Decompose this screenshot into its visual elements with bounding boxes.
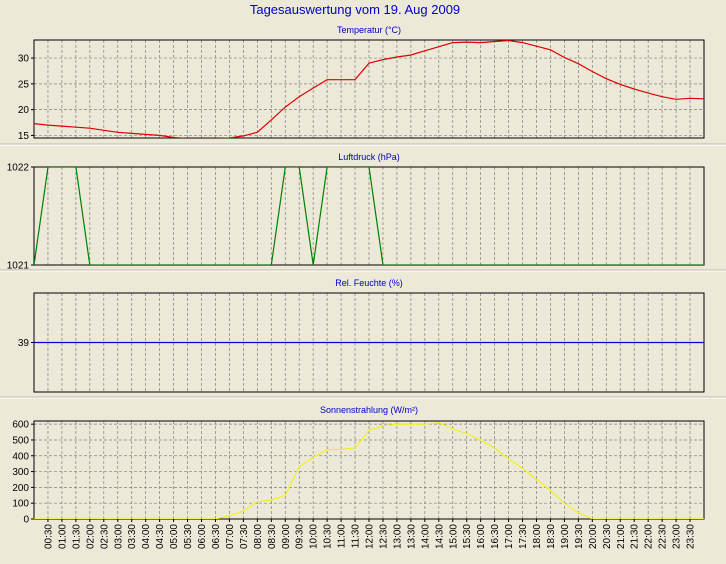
time-tick-label: 23:00 — [672, 524, 683, 549]
pressure-ytick-label: 1021 — [7, 261, 30, 272]
time-tick-label: 21:00 — [616, 524, 627, 549]
time-tick-label: 06:00 — [197, 524, 208, 549]
temperature-ytick-label: 30 — [18, 54, 30, 65]
time-tick-label: 11:00 — [337, 524, 348, 549]
time-tick-label: 09:30 — [295, 524, 306, 549]
time-tick-label: 18:30 — [546, 524, 557, 549]
time-tick-label: 23:30 — [686, 524, 697, 549]
time-tick-label: 00:30 — [44, 524, 55, 549]
time-tick-label: 15:30 — [462, 524, 473, 549]
time-tick-label: 12:30 — [379, 524, 390, 549]
temperature-ytick-label: 15 — [18, 131, 30, 142]
pressure-ytick-label: 1022 — [7, 163, 30, 174]
time-tick-label: 13:30 — [406, 524, 417, 549]
time-tick-label: 01:00 — [57, 524, 68, 549]
pressure-panel: Luftdruck (hPa) 1021 1022 — [0, 152, 726, 272]
time-tick-label: 01:30 — [71, 524, 82, 549]
time-tick-label: 20:00 — [588, 524, 599, 549]
time-tick-label: 15:00 — [448, 524, 459, 549]
time-tick-label: 02:30 — [99, 524, 110, 549]
time-tick-label: 10:00 — [309, 524, 320, 549]
humidity-panel-title: Rel. Feuchte (%) — [335, 278, 403, 288]
time-tick-label: 07:30 — [239, 524, 250, 549]
time-tick-label: 07:00 — [225, 524, 236, 549]
radiation-ytick-label: 300 — [12, 467, 29, 478]
time-axis: 00:30 01:00 01:30 02:00 02:30 03:00 03:30 04:00… — [44, 519, 697, 549]
temperature-ytick-label: 20 — [18, 105, 30, 116]
time-tick-label: 14:00 — [420, 524, 431, 549]
time-tick-label: 04:30 — [155, 524, 166, 549]
radiation-panel-title: Sonnenstrahlung (W/m²) — [320, 405, 418, 415]
temperature-panel: Temperatur (°C) 15 20 25 30 — [0, 25, 726, 146]
radiation-series-line — [34, 421, 704, 519]
time-tick-label: 05:00 — [169, 524, 180, 549]
time-tick-label: 16:30 — [490, 524, 501, 549]
time-tick-label: 08:00 — [253, 524, 264, 549]
time-tick-label: 19:30 — [574, 524, 585, 549]
radiation-ytick-label: 200 — [12, 483, 29, 494]
radiation-ytick-label: 400 — [12, 451, 29, 462]
temperature-ytick-label: 25 — [18, 79, 30, 90]
radiation-ytick-label: 100 — [12, 499, 29, 510]
time-tick-label: 16:00 — [476, 524, 487, 549]
time-tick-label: 20:30 — [602, 524, 613, 549]
time-tick-label: 17:30 — [518, 524, 529, 549]
time-tick-label: 22:30 — [658, 524, 669, 549]
pressure-panel-title: Luftdruck (hPa) — [338, 152, 400, 162]
time-tick-label: 14:30 — [434, 524, 445, 549]
time-tick-label: 03:30 — [127, 524, 138, 549]
time-tick-label: 12:00 — [365, 524, 376, 549]
time-tick-label: 13:00 — [392, 524, 403, 549]
time-tick-label: 04:00 — [141, 524, 152, 549]
time-tick-label: 21:30 — [630, 524, 641, 549]
time-tick-label: 22:00 — [644, 524, 655, 549]
chart-title: Tagesauswertung vom 19. Aug 2009 — [250, 2, 460, 17]
time-tick-label: 09:00 — [281, 524, 292, 549]
time-tick-label: 02:00 — [85, 524, 96, 549]
radiation-ytick-label: 0 — [23, 515, 29, 526]
time-tick-label: 10:30 — [323, 524, 334, 549]
humidity-panel: Rel. Feuchte (%) 39 — [0, 278, 726, 399]
time-tick-label: 18:00 — [532, 524, 543, 549]
time-tick-label: 17:00 — [504, 524, 515, 549]
radiation-ytick-label: 600 — [12, 420, 29, 431]
temperature-series-line — [34, 40, 704, 138]
radiation-ytick-label: 500 — [12, 435, 29, 446]
temperature-panel-title: Temperatur (°C) — [337, 25, 401, 35]
humidity-ytick-label: 39 — [18, 338, 30, 349]
time-tick-label: 05:30 — [183, 524, 194, 549]
time-tick-label: 06:30 — [211, 524, 222, 549]
time-tick-label: 08:30 — [267, 524, 278, 549]
time-tick-label: 19:00 — [560, 524, 571, 549]
time-tick-label: 11:30 — [351, 524, 362, 549]
temperature-plot-frame — [33, 39, 705, 139]
time-tick-label: 03:00 — [113, 524, 124, 549]
